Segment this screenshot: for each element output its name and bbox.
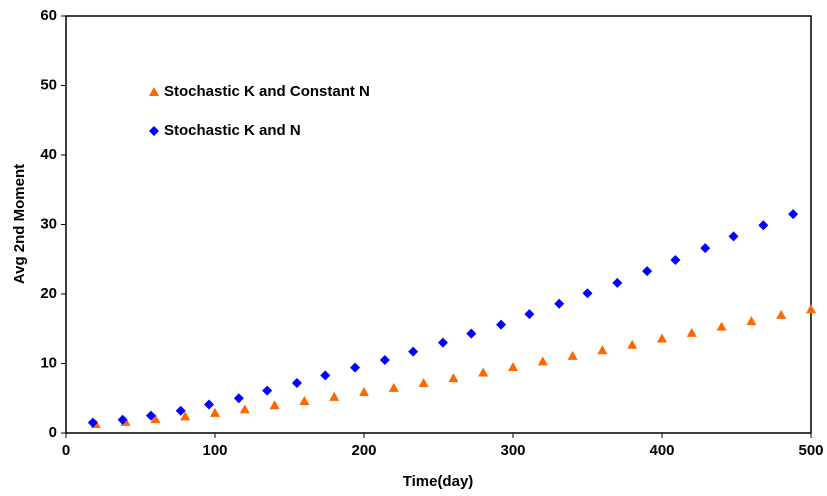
data-point — [524, 309, 535, 320]
x-tick-label: 200 — [351, 442, 376, 459]
data-point — [700, 243, 711, 254]
data-point — [466, 328, 477, 339]
data-point — [582, 288, 593, 299]
data-point — [180, 411, 191, 421]
plot-frame — [65, 15, 812, 434]
legend-label: Stochastic K and Constant N — [164, 83, 370, 100]
data-point — [418, 377, 429, 387]
data-point — [478, 367, 489, 377]
data-point — [320, 370, 331, 381]
data-point — [788, 209, 799, 220]
data-point — [716, 321, 727, 331]
y-tick-label: 0 — [49, 424, 57, 441]
data-point — [686, 327, 697, 337]
y-tick-label: 60 — [40, 7, 57, 24]
y-tick-label: 10 — [40, 354, 57, 371]
data-point — [350, 362, 361, 373]
x-tick-label: 500 — [798, 442, 823, 459]
data-point — [728, 231, 739, 242]
data-point — [437, 337, 448, 348]
legend-marker — [149, 87, 159, 96]
data-point — [567, 350, 578, 360]
x-tick-label: 100 — [202, 442, 227, 459]
data-point — [379, 355, 390, 366]
data-point — [806, 304, 816, 314]
y-axis-label: Avg 2nd Moment — [11, 164, 28, 284]
data-point — [359, 386, 369, 396]
data-point — [145, 410, 156, 421]
data-point — [612, 277, 623, 288]
y-tick-label: 30 — [40, 215, 57, 232]
legend-label: Stochastic K and N — [164, 122, 301, 139]
data-point — [508, 361, 518, 371]
x-tick-label: 300 — [500, 442, 525, 459]
data-point — [210, 407, 220, 417]
data-point — [87, 417, 98, 428]
data-point — [642, 266, 653, 277]
data-point — [239, 404, 250, 414]
x-tick-label: 0 — [62, 442, 70, 459]
data-point — [329, 391, 340, 401]
data-point — [657, 333, 667, 343]
y-tick-label: 20 — [40, 285, 57, 302]
data-point — [758, 220, 769, 231]
data-point — [150, 414, 161, 424]
x-axis-label: Time(day) — [403, 473, 474, 490]
data-point — [627, 339, 638, 349]
data-point — [496, 319, 507, 330]
data-point — [554, 298, 565, 309]
data-point — [670, 254, 681, 265]
data-point — [597, 345, 608, 355]
y-tick-label: 40 — [40, 146, 57, 163]
y-tick-label: 50 — [40, 76, 57, 93]
data-point — [262, 385, 273, 396]
data-point — [448, 373, 459, 383]
x-tick-label: 400 — [649, 442, 674, 459]
data-point — [776, 309, 787, 319]
data-point — [204, 399, 215, 410]
data-point — [269, 400, 280, 410]
data-point — [299, 396, 310, 406]
data-point — [233, 393, 244, 404]
data-point — [746, 316, 757, 326]
data-point — [117, 414, 128, 425]
data-point — [537, 356, 548, 366]
legend-marker — [149, 126, 159, 136]
data-point — [388, 382, 399, 392]
data-point — [175, 405, 186, 416]
data-point — [291, 377, 302, 388]
data-point — [408, 346, 419, 357]
